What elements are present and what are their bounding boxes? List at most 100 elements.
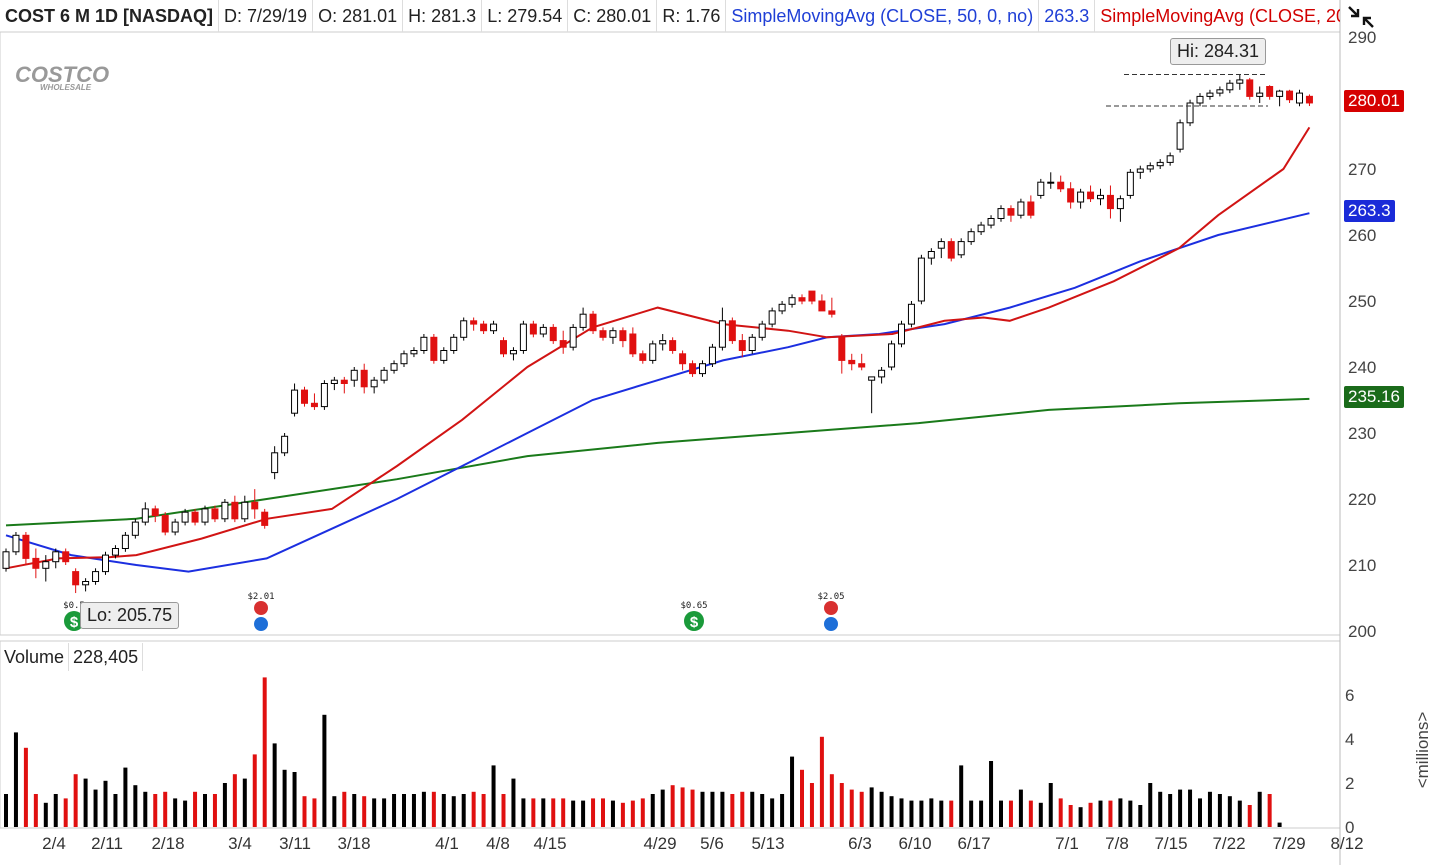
- volume-bar: [491, 765, 496, 827]
- candle-body: [1007, 208, 1015, 216]
- price-tick-label: 240: [1348, 358, 1376, 377]
- candle-body: [191, 511, 199, 523]
- candle-body: [1266, 86, 1274, 97]
- candle-body: [768, 310, 776, 325]
- candle-body: [957, 241, 965, 256]
- volume-bar: [73, 774, 78, 827]
- candle-body: [261, 511, 269, 526]
- candle-body: [420, 336, 428, 351]
- candle-body: [927, 251, 935, 259]
- volume-bar: [969, 800, 974, 827]
- candle-body: [1226, 82, 1234, 91]
- candle-body: [490, 323, 498, 332]
- earnings-icon: [254, 601, 268, 615]
- candle-body: [609, 330, 617, 338]
- volume-bar: [571, 800, 576, 827]
- volume-bar: [372, 798, 377, 827]
- date-label: D: 7/29/19: [219, 0, 314, 32]
- volume-bar: [959, 765, 964, 827]
- volume-bar: [13, 732, 18, 827]
- sma50-study-label[interactable]: SimpleMovingAvg (CLOSE, 50, 0, no): [726, 0, 1040, 32]
- candle-body: [728, 320, 736, 342]
- dividend-icon: [64, 611, 84, 631]
- sma20-study-label[interactable]: SimpleMovingAvg (CLOSE, 20,...: [1095, 0, 1340, 32]
- volume-bar: [23, 747, 28, 827]
- date-tick-label: 8/12: [1330, 834, 1363, 853]
- volume-bar: [332, 796, 337, 827]
- event-label: $0.65: [680, 601, 707, 611]
- volume-bar: [1207, 791, 1212, 827]
- candle-body: [301, 389, 308, 404]
- candle-body: [1037, 181, 1045, 196]
- date-tick-label: 2/11: [91, 834, 123, 853]
- volume-bar: [1068, 805, 1073, 827]
- price-tick-label: 220: [1348, 490, 1376, 509]
- candle-body: [500, 340, 507, 355]
- volume-bar: [113, 794, 118, 827]
- volume-bar: [143, 791, 148, 827]
- volume-bar: [601, 798, 605, 827]
- price-tick-label: 290: [1348, 28, 1376, 47]
- candle-body: [708, 346, 716, 365]
- volume-bar: [630, 800, 635, 827]
- volume-bar: [123, 767, 128, 827]
- volume-bar: [939, 800, 944, 827]
- candle-body: [639, 353, 647, 361]
- volume-bar: [660, 789, 665, 827]
- candle-body: [1057, 181, 1065, 190]
- candle-body: [1286, 90, 1294, 101]
- volume-bar: [163, 791, 168, 827]
- costco-logo: COSTCO: [15, 62, 109, 87]
- volume-bar: [262, 677, 267, 827]
- sma50-line: [5, 212, 1310, 573]
- volume-bar: [760, 794, 765, 827]
- candle-body: [649, 343, 657, 361]
- date-tick-label: 4/1: [435, 834, 459, 853]
- volume-bar: [819, 736, 824, 827]
- volume-bar: [1237, 800, 1242, 827]
- candle-body: [549, 326, 557, 342]
- candle-body: [898, 323, 905, 345]
- volume-bar: [83, 778, 88, 827]
- candle-body: [1236, 79, 1244, 84]
- candle-body: [699, 363, 706, 375]
- collapse-arrows-icon[interactable]: [1346, 4, 1376, 30]
- candle-body: [2, 551, 10, 569]
- volume-bar: [800, 769, 804, 827]
- candle-body: [121, 534, 129, 549]
- quote-header: COST 6 M 1D [NASDAQ] D: 7/29/19 O: 281.0…: [0, 0, 1340, 32]
- dividend-icon-glyph: $: [70, 614, 79, 631]
- volume-bar: [173, 798, 178, 827]
- candle-body: [1067, 188, 1075, 203]
- candle-body: [718, 320, 726, 348]
- volume-bar: [242, 778, 247, 827]
- symbol-label[interactable]: COST 6 M 1D [NASDAQ]: [0, 0, 220, 32]
- candle-body: [330, 379, 338, 385]
- candle-body: [1256, 92, 1264, 97]
- volume-tick-label: 6: [1345, 686, 1354, 705]
- volume-bar: [879, 791, 884, 827]
- candle-body: [271, 452, 279, 474]
- volume-bar: [591, 798, 596, 827]
- date-tick-label: 4/15: [533, 834, 566, 853]
- open-label: O: 281.01: [313, 0, 404, 32]
- volume-bar: [471, 791, 476, 827]
- candle-body: [848, 359, 856, 365]
- volume-bar: [382, 798, 387, 827]
- volume-bar: [610, 800, 615, 827]
- candle-body: [52, 551, 60, 563]
- date-tick-label: 6/17: [957, 834, 990, 853]
- price-panel-frame: [0, 31, 1341, 636]
- volume-bar: [1058, 798, 1063, 827]
- volume-bar: [521, 798, 526, 827]
- candle-body: [440, 350, 448, 361]
- volume-bar: [1108, 800, 1113, 827]
- candle-body: [937, 241, 945, 249]
- date-tick-label: 7/22: [1212, 834, 1245, 853]
- candle-body: [509, 350, 517, 355]
- candle-body: [72, 571, 80, 586]
- date-tick-label: 3/11: [279, 834, 311, 853]
- volume-bar: [770, 798, 775, 827]
- date-tick-label: 5/13: [751, 834, 784, 853]
- volume-bar: [342, 791, 347, 827]
